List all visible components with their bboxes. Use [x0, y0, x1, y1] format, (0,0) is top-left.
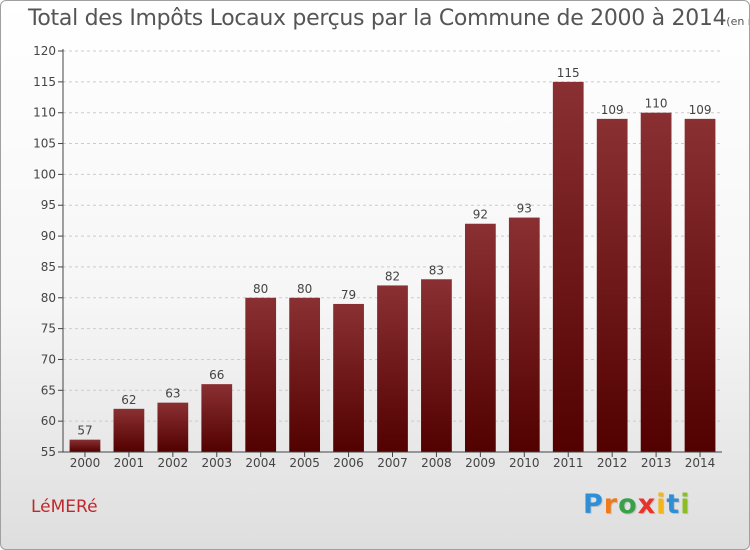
- x-tick-label-2006: 2006: [333, 456, 364, 470]
- data-label-2013: 110: [645, 97, 668, 111]
- x-tick-label-2003: 2003: [201, 456, 232, 470]
- bar-2001: [113, 408, 145, 452]
- labels: 55 60 65 70 75 80 85 90 95 100 105 110 115 120 57 2000 6…: [33, 44, 715, 470]
- y-tick-label: 65: [41, 383, 56, 397]
- x-tick-label-2000: 2000: [70, 456, 101, 470]
- data-label-2007: 82: [385, 269, 400, 283]
- bar-2007: [377, 285, 408, 452]
- logo-letter: x: [637, 489, 657, 520]
- y-tick-label: 90: [41, 229, 56, 243]
- bar-2010: [508, 217, 540, 452]
- logo-letter: t: [666, 489, 681, 520]
- y-tick-label: 120: [33, 44, 56, 58]
- bar-2002: [157, 402, 189, 452]
- bar-2009: [464, 223, 496, 452]
- x-tick-label-2004: 2004: [245, 456, 276, 470]
- x-tick-label-2001: 2001: [114, 456, 145, 470]
- data-label-2014: 109: [689, 103, 712, 117]
- logo-letter: i: [680, 489, 691, 520]
- data-label-2004: 80: [253, 282, 268, 296]
- bar-2013: [640, 112, 672, 452]
- y-tick-label: 105: [33, 137, 56, 151]
- logo-letter: i: [656, 489, 667, 520]
- y-tick-label: 80: [41, 291, 56, 305]
- y-tick-label: 100: [33, 167, 56, 181]
- axes: [58, 49, 722, 457]
- data-label-2005: 80: [297, 282, 312, 296]
- data-label-2001: 62: [121, 393, 136, 407]
- bar-2012: [596, 118, 628, 452]
- data-label-2008: 83: [429, 263, 444, 277]
- logo-letter: o: [618, 489, 638, 520]
- y-tick-label: 95: [41, 198, 56, 212]
- x-tick-label-2002: 2002: [158, 456, 189, 470]
- bars: [69, 81, 716, 452]
- logo-letter: r: [603, 489, 619, 520]
- x-tick-label-2010: 2010: [509, 456, 540, 470]
- x-tick-label-2008: 2008: [421, 456, 452, 470]
- commune-name: LéMERé: [31, 497, 98, 517]
- y-tick-label: 70: [41, 352, 56, 366]
- title-unit: (en milliers d'€): [726, 15, 749, 28]
- y-tick-label: 110: [33, 106, 56, 120]
- bar-2014: [684, 118, 716, 452]
- y-tick-label: 75: [41, 322, 56, 336]
- bar-2006: [333, 303, 364, 452]
- bar-2000: [69, 439, 101, 452]
- x-tick-label-2011: 2011: [553, 456, 584, 470]
- y-tick-label: 55: [41, 445, 56, 459]
- bar-2004: [245, 297, 277, 452]
- x-tick-label-2013: 2013: [641, 456, 672, 470]
- data-label-2006: 79: [341, 288, 356, 302]
- logo-letter: P: [583, 489, 604, 520]
- x-tick-label-2005: 2005: [289, 456, 320, 470]
- bar-2005: [289, 297, 321, 452]
- data-label-2012: 109: [601, 103, 624, 117]
- data-label-2009: 92: [473, 208, 488, 222]
- x-tick-label-2014: 2014: [685, 456, 716, 470]
- y-tick-label: 60: [41, 414, 56, 428]
- data-label-2002: 63: [165, 387, 180, 401]
- x-tick-label-2009: 2009: [465, 456, 496, 470]
- y-tick-label: 115: [33, 75, 56, 89]
- x-tick-label-2007: 2007: [377, 456, 408, 470]
- data-label-2003: 66: [209, 368, 224, 382]
- proxiti-logo: Proxiti: [583, 489, 691, 520]
- bar-2011: [552, 81, 584, 452]
- x-tick-label-2012: 2012: [597, 456, 628, 470]
- bar-2008: [421, 279, 452, 452]
- data-label-2000: 57: [77, 424, 92, 438]
- data-label-2010: 93: [517, 202, 532, 216]
- y-tick-label: 85: [41, 260, 56, 274]
- title-text: Total des Impôts Locaux perçus par la Co…: [28, 6, 727, 31]
- bar-2003: [201, 384, 233, 452]
- chart-title: Total des Impôts Locaux perçus par la Co…: [28, 6, 749, 31]
- data-label-2011: 115: [557, 66, 580, 80]
